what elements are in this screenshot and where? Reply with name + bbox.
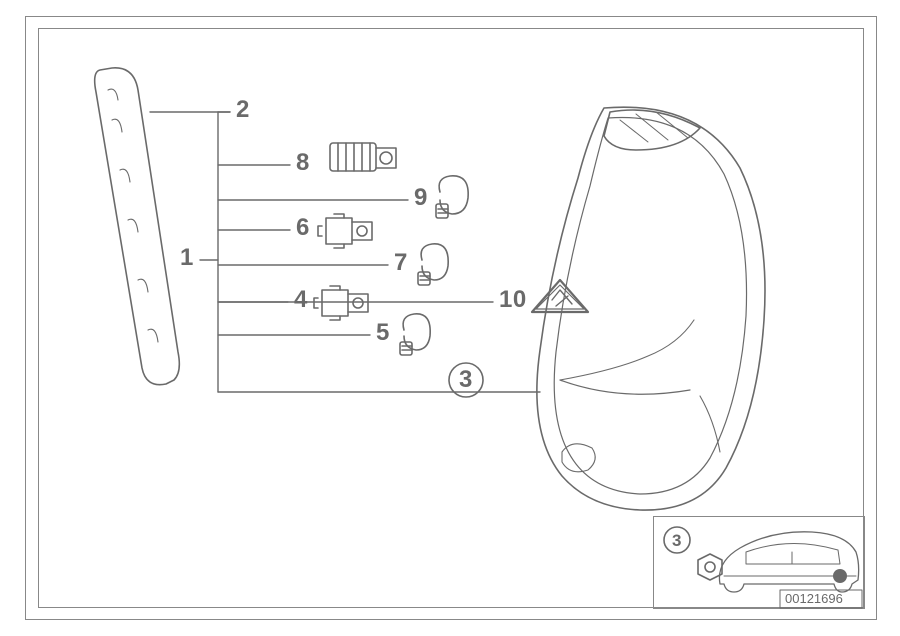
warning-triangle xyxy=(532,280,588,312)
bulb-9 xyxy=(436,176,468,218)
callout-9: 9 xyxy=(414,184,428,212)
callout-8: 8 xyxy=(296,149,310,177)
inset-car xyxy=(719,532,858,592)
diagram-id: 00121696 xyxy=(785,591,843,606)
callout-10: 10 xyxy=(499,286,527,314)
bulb-7 xyxy=(418,244,448,285)
inset-nut xyxy=(698,554,722,580)
diagram-svg xyxy=(0,0,900,636)
socket-6 xyxy=(318,214,372,248)
callout-2: 2 xyxy=(236,96,250,124)
callout-4: 4 xyxy=(294,286,308,314)
bulb-5 xyxy=(400,314,430,355)
callout-1: 1 xyxy=(180,244,194,272)
callout-3: 3 xyxy=(459,366,473,394)
callout-5: 5 xyxy=(376,319,390,347)
callout-7: 7 xyxy=(394,249,408,277)
inset-callout-3: 3 xyxy=(672,531,682,551)
socket-4 xyxy=(314,286,368,320)
callout-6: 6 xyxy=(296,214,310,242)
socket-8 xyxy=(330,143,396,171)
